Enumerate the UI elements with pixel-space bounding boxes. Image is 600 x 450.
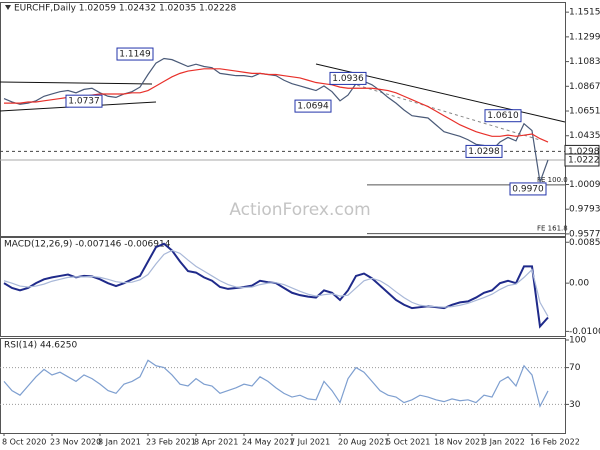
level-box [116,47,154,61]
level-box [65,94,103,108]
level-label: 1.1149 [119,50,151,60]
x-tick-label: 23 Feb 2021 [146,438,196,447]
fe-label: FE 161.8 [537,225,568,233]
x-tick-label: 8 Oct 2020 [2,438,46,447]
price-marker-box [564,153,600,167]
level-label: 1.0298 [468,147,500,157]
x-tick-label: 8 Apr 2021 [194,438,238,447]
macd-panel [0,237,566,337]
x-tick-label: 24 May 2021 [242,438,294,447]
price-panel [0,2,566,237]
level-label: 1.0694 [297,102,329,112]
menu-triangle [5,5,11,10]
y-tick-label: 100 [569,336,586,346]
y-tick-label: 0.95770 [569,229,600,239]
y-tick-label: 0.00 [569,279,589,289]
level-label: 0.9970 [512,184,544,194]
level-label: 1.0610 [487,111,519,121]
x-tick-label: 8 Jan 2021 [98,438,141,447]
trend-line [0,81,153,85]
level-box [509,182,547,196]
y-tick-label: 1.12990 [569,32,600,42]
level-label: 1.0737 [68,97,100,107]
level-box [329,71,367,85]
y-tick-label: -0.010034 [569,327,600,337]
y-tick-label: 30 [569,400,581,410]
price-marker-label: 1.02980 [568,147,600,157]
x-tick-label: 23 Nov 2020 [50,438,101,447]
x-tick-label: 20 Aug 2021 [338,438,389,447]
x-tick-label: 16 Feb 2022 [530,438,580,447]
macd-title: MACD(12,26,9) -0.007146 -0.006914 [4,240,171,250]
fe-label: FE 100.0 [537,176,568,184]
series-line [3,359,549,408]
trend-line [339,79,541,141]
chart-title: EURCHF,Daily 1.02059 1.02432 1.02035 1.0… [14,4,237,14]
y-tick-label: 1.15150 [569,8,600,18]
y-tick-label: 1.06510 [569,107,600,117]
rsi-panel [0,338,566,434]
x-tick-label: 7 Jul 2021 [290,438,330,447]
level-box [465,144,503,158]
x-tick-label: 3 Jan 2022 [482,438,525,447]
price-marker-label: 1.02228 [568,156,600,166]
level-label: 1.0936 [332,74,364,84]
series-line [3,57,549,183]
y-tick-label: 1.08670 [569,82,600,92]
level-box [484,109,522,123]
y-tick-label: 0.008507 [569,238,600,248]
rsi-title: RSI(14) 44.6250 [4,341,77,351]
x-tick-label: 18 Nov 2021 [434,438,485,447]
y-tick-label: 1.04350 [569,131,600,141]
series-line [3,249,549,317]
watermark: ActionForex.com [229,200,370,220]
y-tick-label: 70 [569,363,581,373]
level-box [294,99,332,113]
x-tick-label: 5 Oct 2021 [386,438,430,447]
y-tick-label: 1.10830 [569,57,600,67]
